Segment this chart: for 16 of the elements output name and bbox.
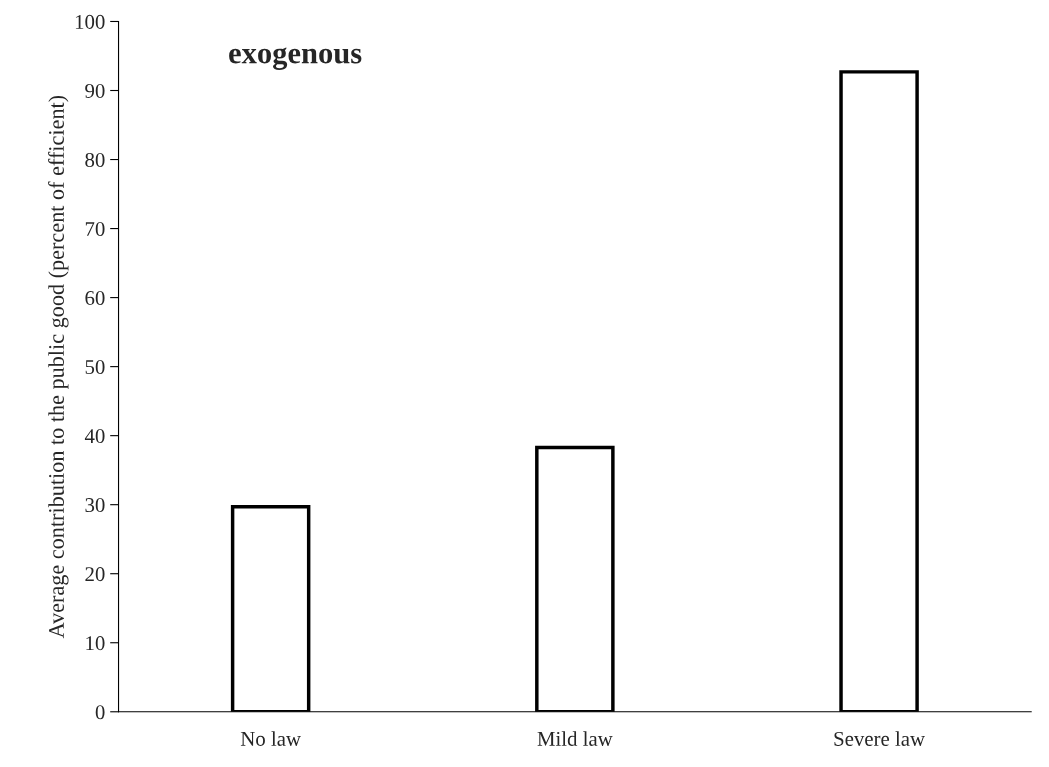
y-axis-title: Average contribution to the public good (percent of efficient): [48, 95, 69, 639]
y-tick-label: 90: [85, 83, 105, 98]
y-tick-label: 100: [75, 14, 105, 29]
y-tick-label: 10: [86, 636, 105, 651]
y-tick-label: 40: [84, 429, 105, 444]
text: exogenous: [229, 47, 362, 70]
y-tick-label: 0: [95, 705, 105, 720]
x-tick-label: No law: [240, 731, 301, 746]
y-tick-label: 80: [85, 152, 105, 167]
y-tick-label: 50: [85, 360, 105, 375]
x-tick-label: Severe law: [834, 731, 925, 746]
y-tick-label: 70: [85, 221, 105, 236]
y-tick-label: 60: [85, 290, 105, 306]
y-tick-label: 20: [85, 567, 105, 582]
x-tick-label: Mild law: [537, 731, 613, 746]
y-tick-label: 30: [85, 498, 105, 513]
